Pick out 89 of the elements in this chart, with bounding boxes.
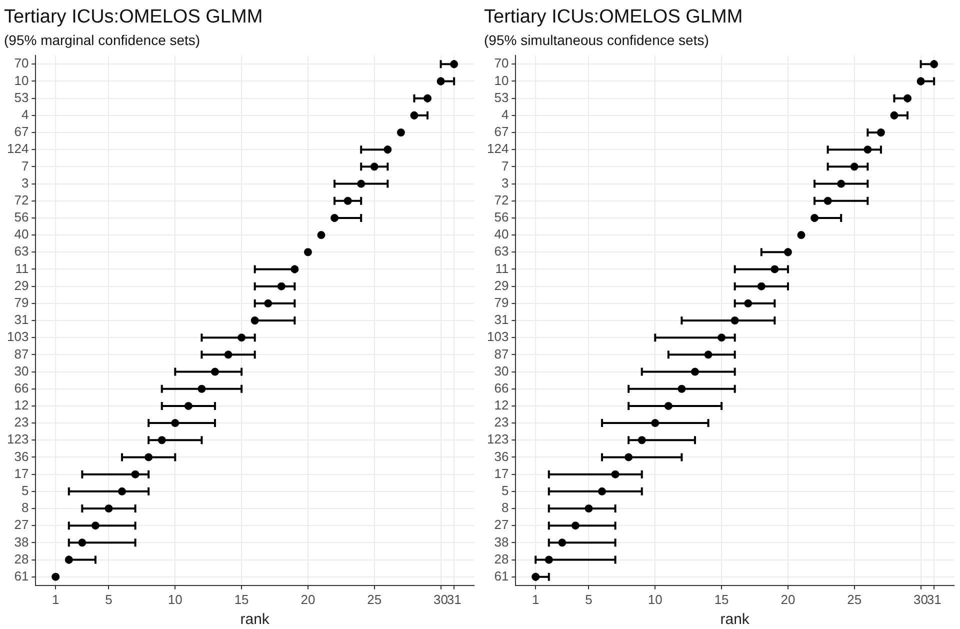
y-tick-label: 53 [494, 90, 509, 105]
y-tick-label: 53 [14, 90, 29, 105]
y-tick-label: 10 [14, 72, 29, 88]
y-tick-label: 8 [501, 500, 509, 516]
y-tick-label: 27 [494, 517, 509, 532]
y-tick-label: 123 [6, 432, 29, 447]
y-tick-label: 72 [14, 192, 29, 208]
y-tick-label: 66 [494, 380, 509, 396]
y-tick-label: 3 [21, 175, 29, 190]
point [52, 572, 60, 581]
y-tick-label: 123 [486, 432, 509, 447]
y-tick-label: 23 [14, 414, 29, 430]
y-tick-label: 27 [14, 517, 29, 532]
y-tick-label: 63 [14, 244, 29, 259]
y-tick-label: 38 [494, 534, 509, 550]
y-tick-label: 67 [494, 124, 509, 140]
x-tick-label: 25 [367, 592, 382, 607]
y-tick-label: 61 [14, 568, 29, 584]
y-tick-label: 70 [494, 56, 509, 71]
y-tick-label: 5 [501, 482, 509, 498]
y-tick-label: 12 [494, 398, 509, 413]
y-tick-label: 29 [14, 278, 29, 293]
y-tick-label: 12 [14, 398, 29, 413]
y-tick-label: 30 [14, 363, 29, 378]
x-tick-label: 1 [52, 592, 60, 607]
x-axis-title: rank [240, 611, 270, 628]
y-tick-label: 7 [501, 158, 509, 174]
y-tick-label: 63 [494, 244, 509, 259]
point [797, 231, 806, 240]
y-tick-label: 124 [6, 141, 29, 156]
y-tick-label: 103 [6, 329, 29, 344]
y-tick-label: 40 [14, 226, 29, 242]
y-tick-label: 56 [494, 210, 509, 225]
y-tick-label: 31 [14, 312, 29, 328]
y-tick-label: 10 [494, 72, 509, 88]
x-tick-label: 30 [914, 592, 928, 607]
y-tick-label: 3 [501, 175, 509, 190]
y-tick-label: 72 [494, 192, 509, 208]
y-tick-label: 7 [21, 158, 29, 174]
chart-title: Tertiary ICUs:OMELOS GLMM [484, 6, 743, 28]
y-tick-label: 28 [14, 551, 29, 566]
y-tick-label: 38 [14, 534, 29, 550]
y-tick-label: 61 [494, 568, 509, 584]
point [317, 231, 326, 240]
x-tick-label: 1 [532, 592, 540, 607]
x-tick-label: 20 [780, 592, 796, 607]
y-tick-label: 5 [21, 482, 29, 498]
x-tick-label: 15 [234, 592, 249, 607]
point [396, 128, 405, 137]
x-tick-label: 31 [446, 592, 462, 607]
y-tick-label: 79 [494, 294, 509, 310]
chart-subtitle: (95% simultaneous confidence sets) [484, 32, 709, 48]
y-tick-label: 87 [14, 346, 29, 362]
y-tick-label: 70 [14, 56, 29, 71]
y-tick-label: 23 [494, 414, 509, 430]
y-tick-label: 79 [14, 294, 29, 310]
y-tick-label: 11 [15, 260, 29, 276]
x-tick-label: 10 [168, 592, 182, 607]
x-tick-label: 20 [300, 592, 316, 607]
x-tick-label: 10 [648, 592, 662, 607]
chart-subtitle: (95% marginal confidence sets) [4, 32, 200, 48]
y-tick-label: 36 [494, 448, 509, 464]
y-tick-label: 67 [14, 124, 29, 140]
x-tick-label: 31 [926, 592, 942, 607]
y-tick-label: 17 [494, 466, 509, 481]
y-tick-label: 4 [21, 106, 29, 122]
x-axis-title: rank [720, 611, 750, 628]
x-tick-label: 5 [105, 592, 112, 607]
y-tick-label: 31 [494, 312, 509, 328]
y-tick-label: 4 [501, 106, 509, 122]
y-tick-label: 103 [486, 329, 509, 344]
x-tick-label: 15 [714, 592, 729, 607]
x-tick-label: 25 [847, 592, 862, 607]
y-tick-label: 17 [14, 466, 29, 481]
y-tick-label: 87 [494, 346, 509, 362]
y-tick-label: 28 [494, 551, 509, 566]
y-tick-label: 29 [494, 278, 509, 293]
y-tick-label: 56 [14, 210, 29, 225]
x-tick-label: 30 [434, 592, 448, 607]
y-tick-label: 11 [495, 260, 509, 276]
y-tick-label: 8 [21, 500, 29, 516]
chart-title: Tertiary ICUs:OMELOS GLMM [4, 6, 263, 28]
y-tick-label: 40 [494, 226, 509, 242]
x-tick-label: 5 [585, 592, 592, 607]
y-tick-label: 124 [486, 141, 509, 156]
y-tick-label: 36 [14, 448, 29, 464]
y-tick-label: 66 [14, 380, 29, 396]
y-tick-label: 30 [494, 363, 509, 378]
point [304, 248, 312, 256]
